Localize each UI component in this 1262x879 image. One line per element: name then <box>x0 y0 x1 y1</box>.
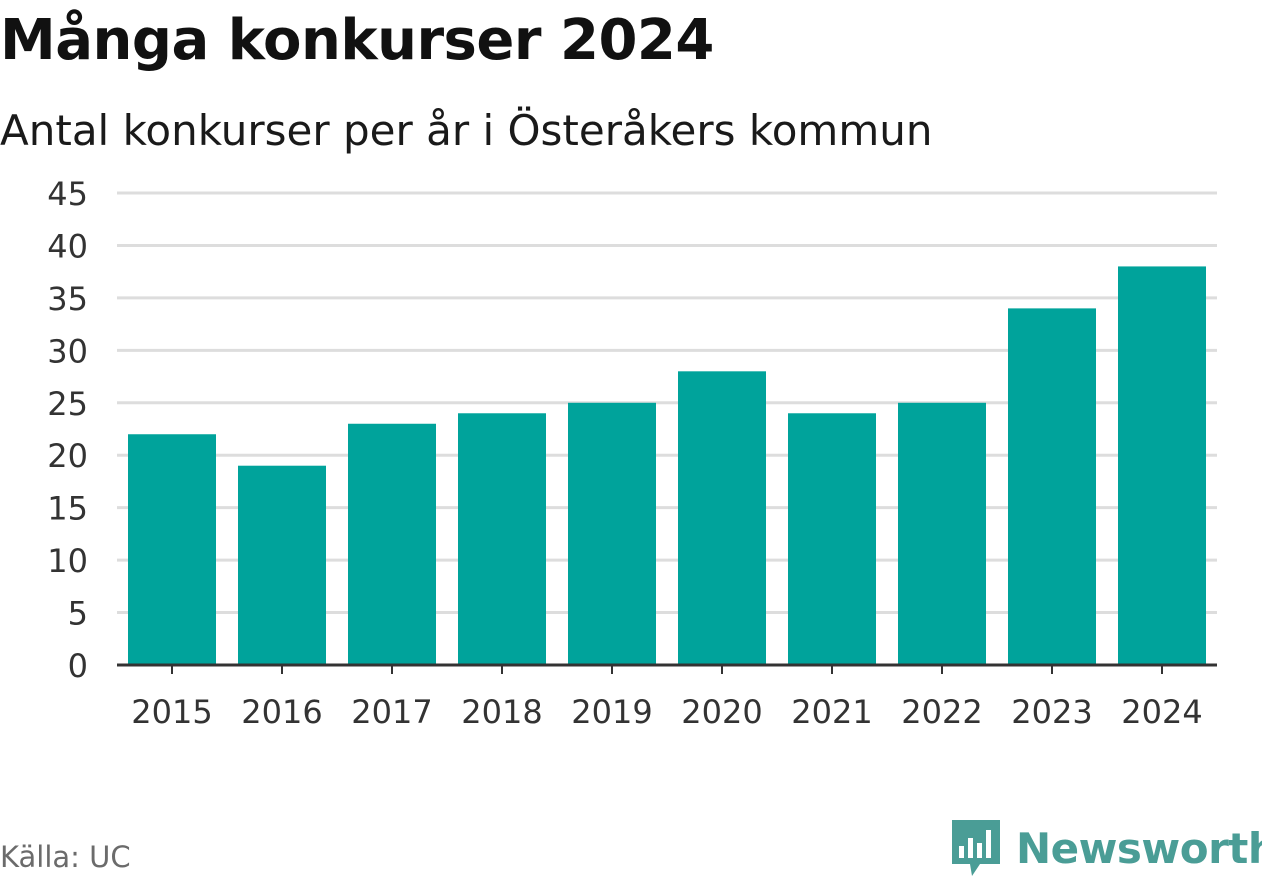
y-tick-label: 30 <box>47 332 88 370</box>
y-tick-label: 15 <box>47 490 88 528</box>
y-axis-ticks: 0 5 10 15 20 25 30 35 40 45 <box>47 175 88 685</box>
x-tick-label: 2024 <box>1121 693 1202 731</box>
y-tick-label: 40 <box>47 227 88 265</box>
bar-2016 <box>238 465 326 665</box>
bar-2019 <box>568 402 656 665</box>
x-tick-label: 2019 <box>571 693 652 731</box>
y-tick-label: 5 <box>68 595 88 633</box>
brand-name: Newsworthy <box>1016 823 1262 873</box>
y-tick-label: 0 <box>68 647 88 685</box>
bar-2018 <box>458 413 546 665</box>
x-tick-label: 2023 <box>1011 693 1092 731</box>
y-tick-label: 25 <box>47 385 88 423</box>
bar-2020 <box>678 371 766 665</box>
y-tick-label: 35 <box>47 280 88 318</box>
bar-2015 <box>128 434 216 665</box>
chart-subtitle: Antal konkurser per år i Österåkers komm… <box>0 106 933 155</box>
bar-2022 <box>898 402 986 665</box>
bar-2021 <box>788 413 876 665</box>
bars <box>128 266 1206 665</box>
y-tick-label: 10 <box>47 542 88 580</box>
x-tick-label: 2020 <box>681 693 762 731</box>
x-tick-label: 2016 <box>241 693 322 731</box>
y-tick-label: 20 <box>47 437 88 475</box>
brand-logo: Newsworthy <box>950 818 1262 878</box>
chart-title: Många konkurser 2024 <box>0 8 714 73</box>
bar-2023 <box>1008 308 1096 665</box>
x-tick-label: 2022 <box>901 693 982 731</box>
source-note: Källa: UC <box>0 840 131 874</box>
x-tick-label: 2017 <box>351 693 432 731</box>
x-tick-label: 2021 <box>791 693 872 731</box>
x-tick-label: 2015 <box>131 693 212 731</box>
bar-2024 <box>1118 266 1206 665</box>
y-tick-label: 45 <box>47 175 88 213</box>
newsworthy-logo-icon <box>952 820 1000 876</box>
bar-2017 <box>348 423 436 665</box>
x-axis-ticks: 2015 2016 2017 2018 2019 2020 2021 2022 2023 2024 <box>131 665 1203 731</box>
x-tick-label: 2018 <box>461 693 542 731</box>
